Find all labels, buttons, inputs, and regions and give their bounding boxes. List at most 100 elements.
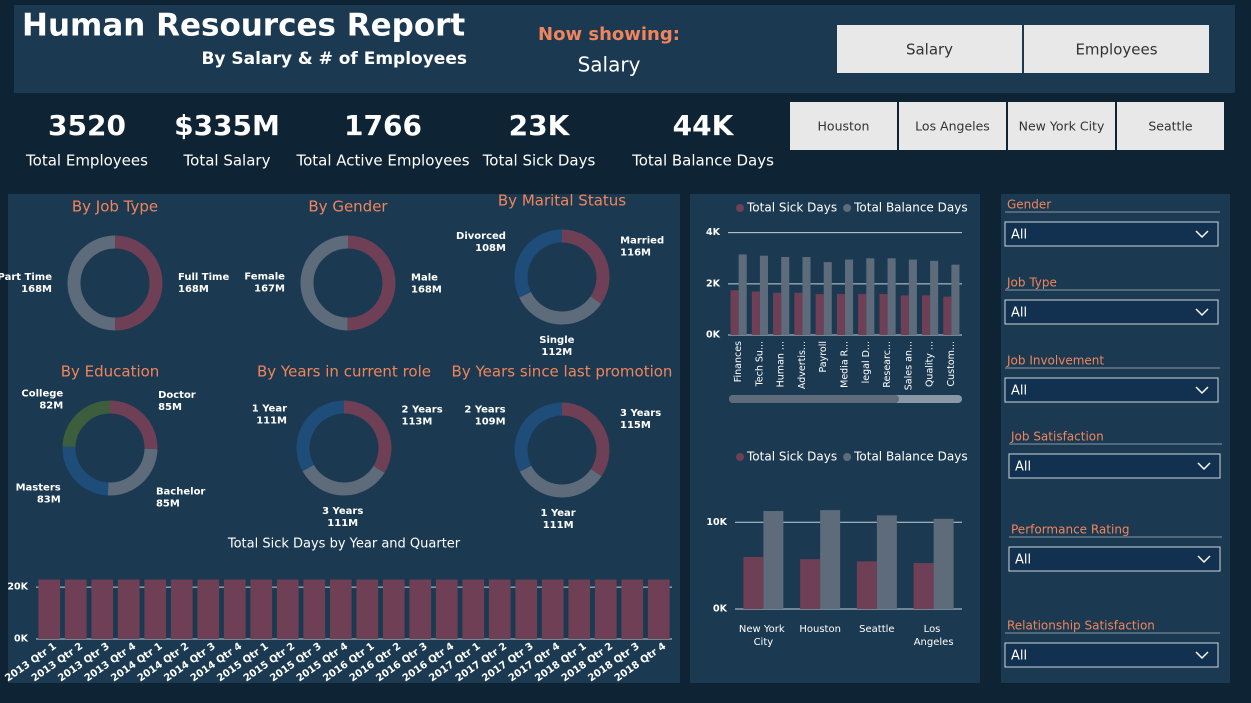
y-tick-label: 0K — [713, 604, 728, 615]
city-button[interactable] — [899, 102, 1006, 150]
bar — [820, 510, 841, 609]
bar — [866, 258, 875, 335]
donut-value-label: 111M — [327, 518, 358, 529]
donut-value-label: 115M — [620, 420, 651, 431]
chart-title: Total Sick Days by Year and Quarter — [227, 537, 461, 552]
toggle-button-label[interactable]: Employees — [1075, 41, 1157, 59]
bar — [462, 579, 485, 639]
donut-slice — [343, 400, 392, 473]
donut-value-label: 112M — [541, 347, 572, 358]
donut-slice — [347, 235, 396, 331]
legend-label: Total Sick Days — [746, 201, 837, 215]
kpi-label: Total Active Employees — [295, 152, 469, 170]
city-button-label[interactable]: New York City — [1019, 119, 1105, 134]
kpi-value: 23K — [509, 109, 571, 142]
filter-value[interactable]: All — [1011, 649, 1027, 664]
toggle-button[interactable] — [837, 25, 1022, 73]
bar — [64, 579, 87, 639]
y-tick-label: 20K — [7, 582, 28, 593]
bar — [908, 259, 917, 335]
bar — [913, 563, 934, 609]
filter-panel — [1001, 194, 1230, 683]
bar — [943, 296, 952, 335]
bar — [951, 264, 960, 335]
bar — [488, 579, 511, 639]
city-button-label[interactable]: Seattle — [1148, 119, 1193, 134]
donut-slice — [300, 235, 349, 331]
legend-label: Total Sick Days — [746, 450, 837, 464]
bar — [815, 294, 824, 335]
y-tick-label: 0K — [706, 330, 721, 341]
filter-value[interactable]: All — [1011, 228, 1027, 243]
report-title: Human Resources Report — [22, 8, 465, 44]
filter-label: Job Type — [1006, 276, 1057, 290]
filter-dropdown[interactable] — [1004, 642, 1219, 668]
city-button[interactable] — [1117, 102, 1224, 150]
x-tick-label: Quality ... — [925, 341, 936, 387]
donut-value-label: 167M — [254, 284, 285, 295]
donut-slice — [302, 464, 385, 496]
x-tick-label: Finances — [733, 341, 744, 382]
dropdown-chevron[interactable] — [1197, 555, 1211, 564]
bar — [170, 579, 193, 639]
toggle-button-label[interactable]: Salary — [906, 41, 953, 59]
filter-value[interactable]: All — [1015, 553, 1031, 568]
x-tick-label: Houston — [799, 624, 841, 635]
city-button-label[interactable]: Los Angeles — [915, 119, 990, 134]
bar — [730, 290, 739, 335]
bar — [409, 579, 432, 639]
x-tick-label: Seattle — [859, 624, 894, 635]
donut-value-label: 168M — [21, 284, 52, 295]
donut-slice — [514, 229, 563, 298]
donut-category-label: 2 Years — [464, 405, 505, 416]
dropdown-chevron[interactable] — [1197, 462, 1211, 471]
now-showing-label: Now showing: — [538, 24, 680, 45]
city-button[interactable] — [1008, 102, 1115, 150]
filter-value[interactable]: All — [1015, 460, 1031, 475]
chart-title: By Education — [61, 363, 160, 381]
bar — [763, 511, 784, 609]
filter-dropdown[interactable] — [1008, 453, 1221, 479]
donut-category-label: 3 Years — [322, 506, 363, 517]
scrollbar-thumb[interactable] — [729, 395, 899, 403]
bar — [276, 579, 299, 639]
city-button-label[interactable]: Houston — [818, 119, 870, 134]
toggle-button[interactable] — [1024, 25, 1209, 73]
filter-label: Gender — [1007, 198, 1051, 212]
bar — [858, 294, 867, 335]
bar — [845, 259, 854, 335]
legend-marker — [843, 204, 852, 212]
y-tick-label: 2K — [706, 278, 721, 289]
donut-slice — [519, 291, 602, 325]
donut-value-label: 111M — [543, 520, 574, 531]
kpi-value: 44K — [673, 109, 735, 142]
filter-dropdown[interactable] — [1004, 221, 1219, 247]
filter-value[interactable]: All — [1011, 306, 1027, 321]
report-subtitle: By Salary & # of Employees — [201, 49, 467, 69]
kpi-label: Total Employees — [25, 152, 148, 170]
dropdown-chevron[interactable] — [1195, 386, 1209, 395]
donut-category-label: Full Time — [178, 272, 229, 283]
dropdown-chevron[interactable] — [1195, 308, 1209, 317]
filter-dropdown[interactable] — [1008, 546, 1221, 572]
bar — [773, 292, 782, 335]
filter-label: Job Involvement — [1006, 354, 1104, 368]
bar — [876, 515, 897, 609]
city-button[interactable] — [790, 102, 897, 150]
bar — [91, 579, 114, 639]
donut-category-label: Divorced — [456, 231, 506, 242]
chart-title: By Marital Status — [498, 192, 626, 210]
filter-dropdown[interactable] — [1004, 377, 1219, 403]
kpi-label: Total Sick Days — [482, 152, 596, 170]
dropdown-chevron[interactable] — [1195, 651, 1209, 660]
chart-title: By Gender — [308, 198, 388, 216]
bar — [856, 561, 877, 609]
donut-value-label: 113M — [402, 417, 433, 428]
filter-dropdown[interactable] — [1004, 299, 1219, 325]
donut-slice — [62, 446, 109, 496]
bar — [738, 254, 747, 335]
filter-value[interactable]: All — [1011, 384, 1027, 399]
kpi-label: Total Salary — [183, 152, 271, 170]
dropdown-chevron[interactable] — [1195, 230, 1209, 239]
donut-category-label: 2 Years — [402, 405, 443, 416]
